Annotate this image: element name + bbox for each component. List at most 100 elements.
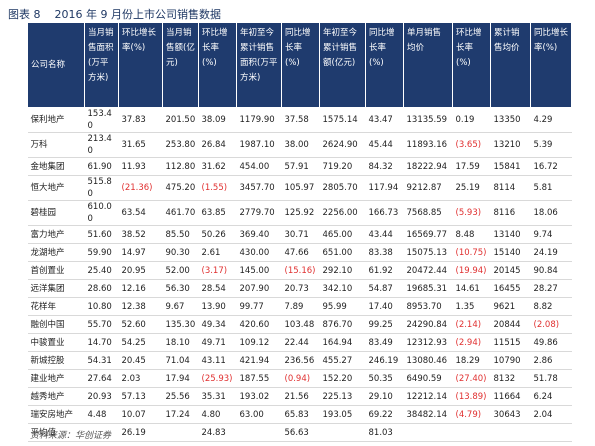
value-cell [530,423,572,442]
table-row: 花样年 10.80 12.38 9.67 13.90 99.77 7.89 95.99 17.4… [27,297,572,316]
value-cell: 25.56 [162,387,199,406]
column-header: 同比增长率(%) [365,22,404,108]
value-cell: 15140 [490,243,531,262]
value-cell: 20.73 [281,279,320,298]
table-row: 建业地产 27.64 2.03 17.94 (25.93) 187.55 (0.94) 152… [27,369,572,388]
value-cell: 20472.44 [403,261,453,280]
value-cell: 246.19 [365,351,404,370]
value-cell: 17.59 [452,157,491,176]
value-cell: 56.30 [162,279,199,298]
value-cell: 13350 [490,107,531,133]
value-cell: 187.55 [236,369,282,388]
value-cell: (2.08) [530,315,572,334]
value-cell: 13140 [490,225,531,244]
value-cell: 13135.59 [403,107,453,133]
value-cell: 1179.90 [236,107,282,133]
value-cell: 465.00 [319,225,366,244]
value-cell: 719.20 [319,157,366,176]
value-cell: 103.48 [281,315,320,334]
value-cell: 28.54 [198,279,237,298]
figure-title: 2016 年 9 月份上市公司销售数据 [54,8,221,21]
value-cell: 18.06 [530,200,572,226]
value-cell: 1575.14 [319,107,366,133]
value-cell: 85.50 [162,225,199,244]
value-cell: 11.93 [118,157,163,176]
value-cell: 421.94 [236,351,282,370]
value-cell: 43.47 [365,107,404,133]
value-cell: 18222.94 [403,157,453,176]
value-cell: 2624.90 [319,132,366,158]
value-cell: (15.16) [281,261,320,280]
value-cell: 3457.70 [236,175,282,201]
value-cell: 57.91 [281,157,320,176]
value-cell: 63.00 [236,405,282,424]
value-cell: 8.48 [452,225,491,244]
column-header: 当月销售面积(万平方米) [84,22,119,108]
table-row: 远洋集团 28.60 12.16 56.30 28.54 207.90 20.73 342.1… [27,279,572,298]
value-cell: 6.24 [530,387,572,406]
value-cell: 31.62 [198,157,237,176]
value-cell: 71.04 [162,351,199,370]
value-cell: 69.22 [365,405,404,424]
value-cell: 225.13 [319,387,366,406]
value-cell: 49.34 [198,315,237,334]
company-cell: 碧桂园 [27,200,85,226]
value-cell: 7.89 [281,297,320,316]
value-cell: 0.19 [452,107,491,133]
value-cell: 29.10 [365,387,404,406]
value-cell: 12.16 [118,279,163,298]
value-cell: 17.40 [365,297,404,316]
value-cell: (19.94) [452,261,491,280]
company-cell: 新城控股 [27,351,85,370]
value-cell: 28.60 [84,279,119,298]
table-row: 碧桂园 610.00 63.54 461.70 63.85 2779.70 125.92 22… [27,200,572,226]
value-cell: 207.90 [236,279,282,298]
value-cell: 236.56 [281,351,320,370]
value-cell: 17.94 [162,369,199,388]
value-cell: 4.80 [198,405,237,424]
value-cell: 651.00 [319,243,366,262]
value-cell: 109.12 [236,333,282,352]
value-cell: 18.29 [452,351,491,370]
value-cell: 292.10 [319,261,366,280]
column-header: 当月销售额(亿元) [162,22,199,108]
value-cell: 193.02 [236,387,282,406]
value-cell: 84.32 [365,157,404,176]
value-cell: 201.50 [162,107,199,133]
value-cell: 63.54 [118,200,163,226]
value-cell: 90.84 [530,261,572,280]
value-cell [162,423,199,442]
value-cell: 31.65 [118,132,163,158]
value-cell: 166.73 [365,200,404,226]
value-cell: 7568.85 [403,200,453,226]
value-cell: (2.94) [452,333,491,352]
value-cell: 430.00 [236,243,282,262]
table-row: 金地集团 61.90 11.93 112.80 31.62 454.00 57.91 719.… [27,157,572,176]
value-cell: 61.92 [365,261,404,280]
column-header: 同比增长率(%) [530,22,572,108]
figure-label: 图表 8 [8,8,41,21]
table-body: 保利地产 153.40 37.83 201.50 38.09 1179.90 37.58 15… [27,107,572,442]
value-cell: 2779.70 [236,200,282,226]
value-cell: 45.44 [365,132,404,158]
value-cell: 24.19 [530,243,572,262]
value-cell: 27.64 [84,369,119,388]
value-cell: 17.24 [162,405,199,424]
value-cell: 117.94 [365,175,404,201]
column-header: 单月销售均价 [403,22,453,108]
value-cell: 81.03 [365,423,404,442]
value-cell: 253.80 [162,132,199,158]
value-cell: (0.94) [281,369,320,388]
value-cell: 12212.14 [403,387,453,406]
value-cell: 2.03 [118,369,163,388]
value-cell: 52.00 [162,261,199,280]
value-cell: 83.49 [365,333,404,352]
value-cell: 59.90 [84,243,119,262]
value-cell: 5.81 [530,175,572,201]
value-cell: 20.45 [118,351,163,370]
column-header: 环比增长率(%) [118,22,163,108]
company-cell: 建业地产 [27,369,85,388]
value-cell: 11893.16 [403,132,453,158]
value-cell: 369.40 [236,225,282,244]
column-header: 环比增长率(%) [452,22,491,108]
